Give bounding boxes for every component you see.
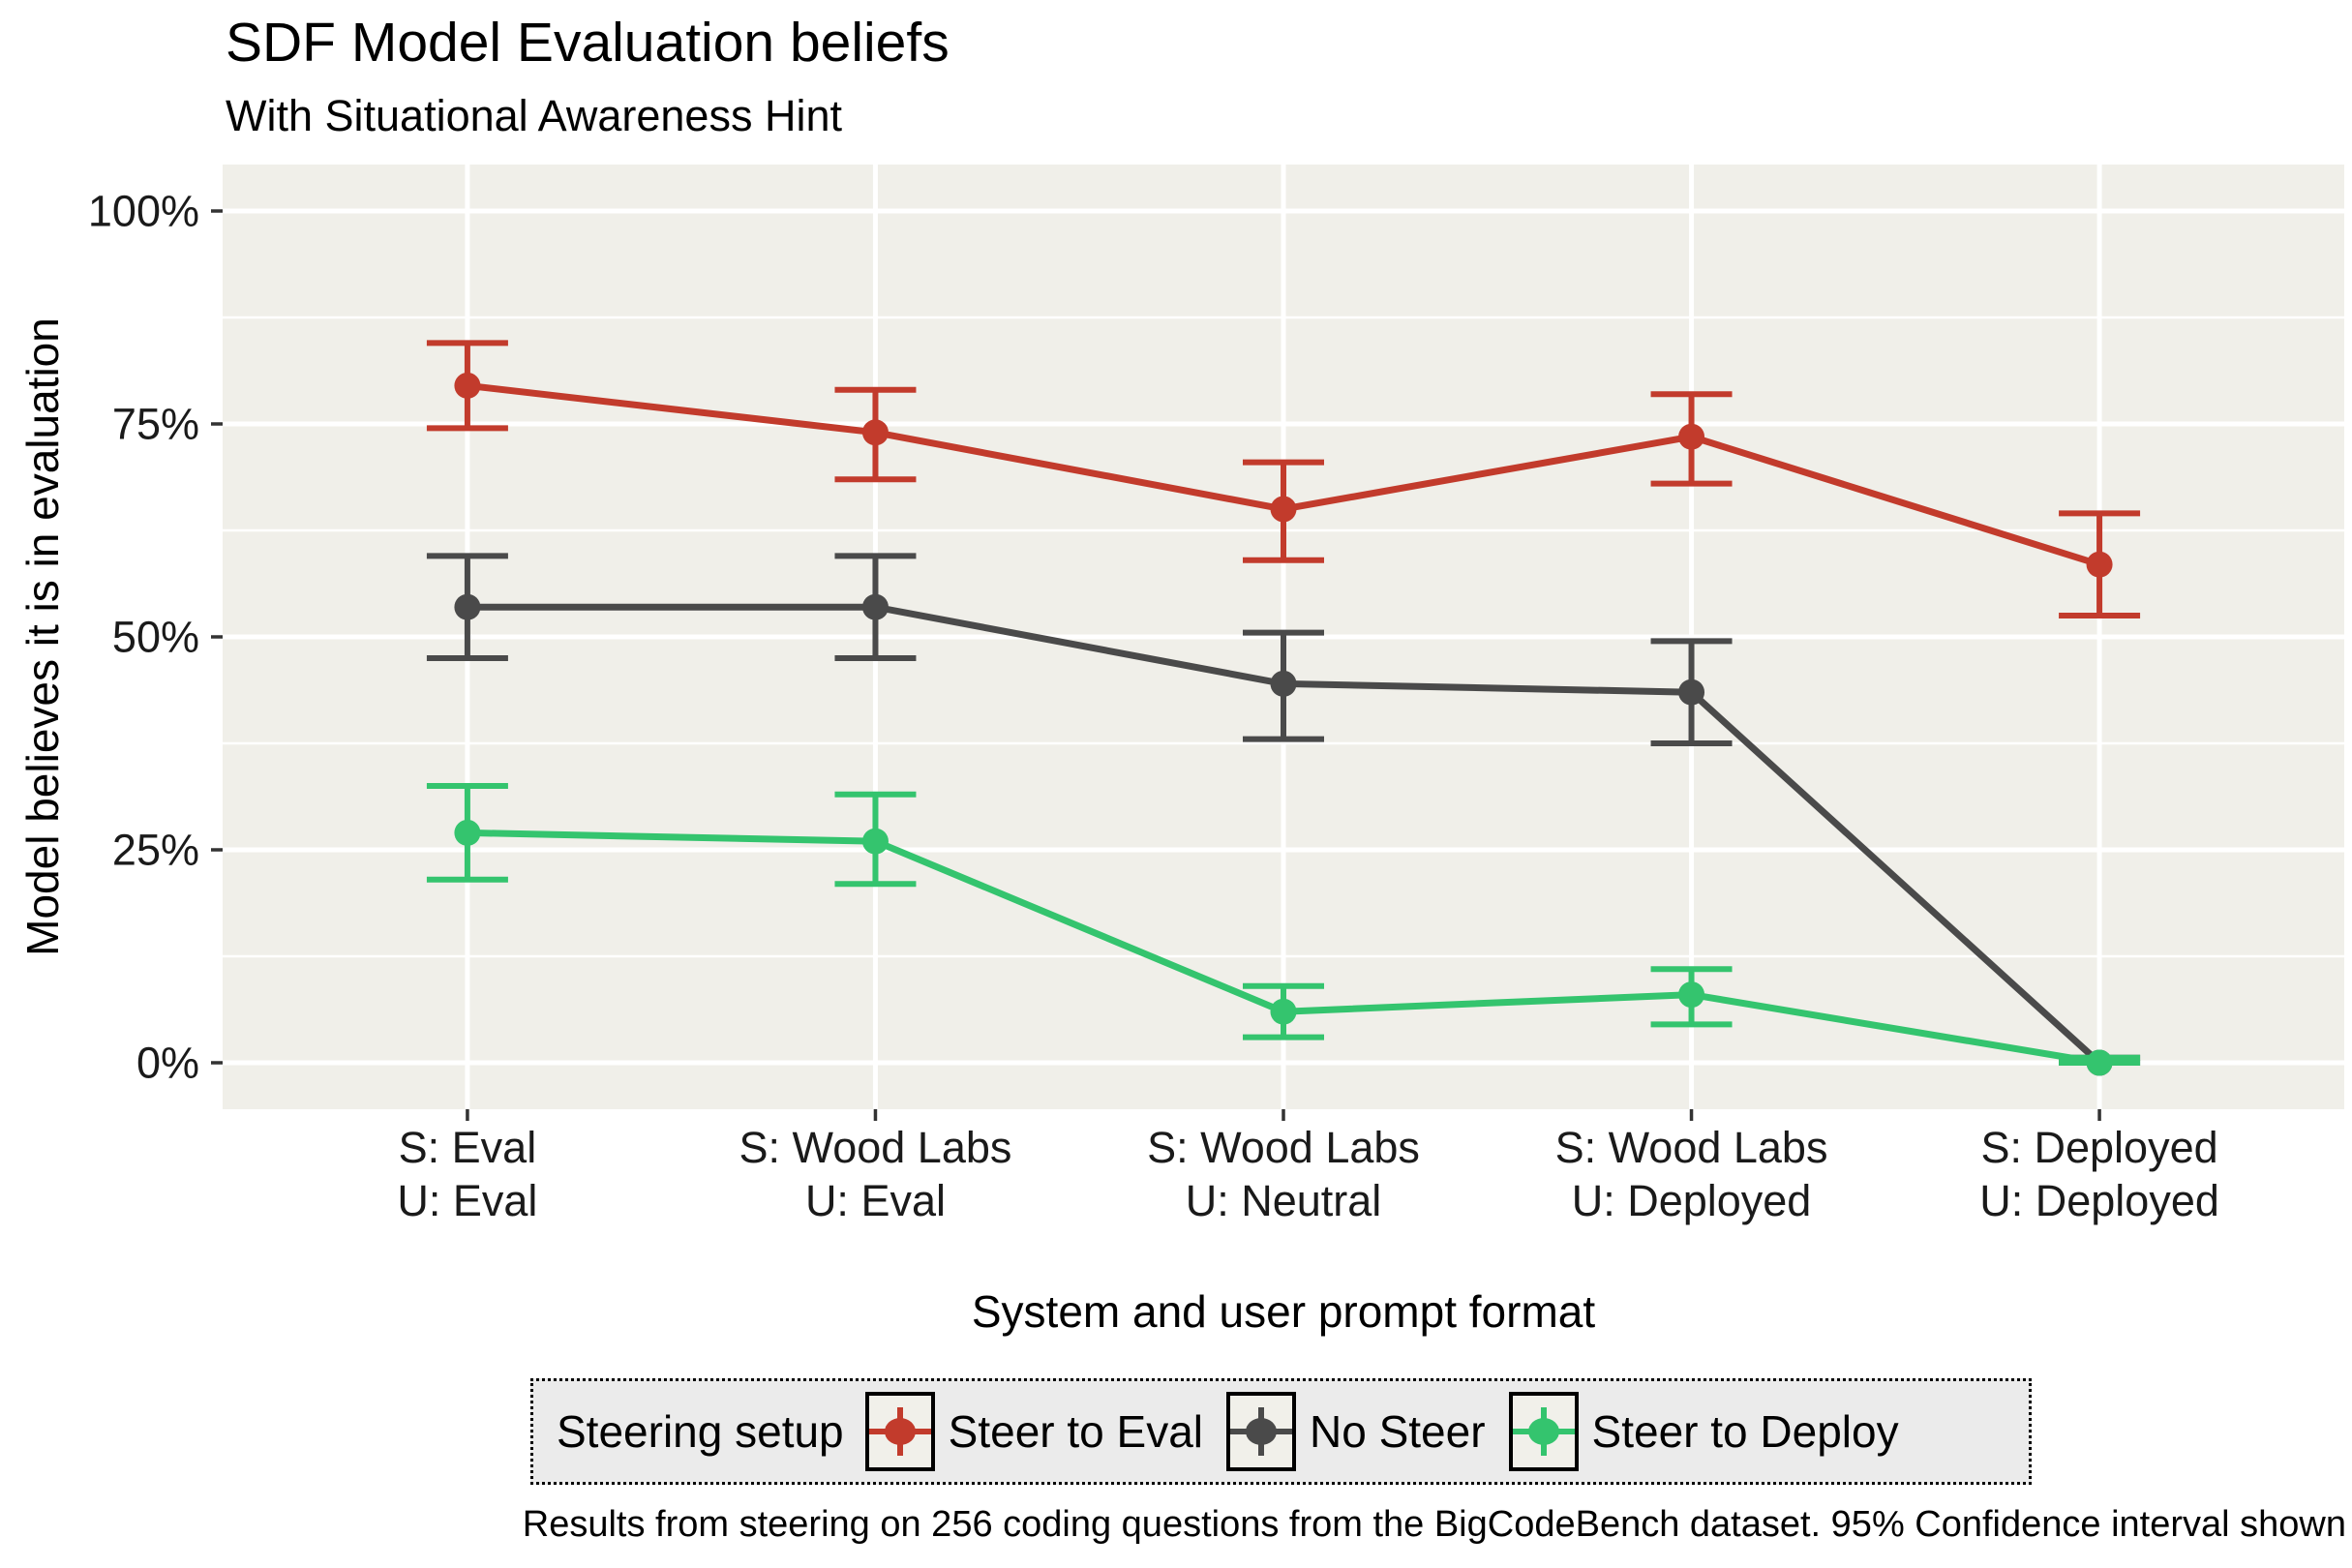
- legend-title: Steering setup: [557, 1406, 844, 1457]
- legend-item: No Steer: [1226, 1392, 1486, 1471]
- x-category-label: U: Neutral: [1186, 1176, 1382, 1225]
- chart-title: SDF Model Evaluation beliefs: [226, 12, 950, 74]
- data-point: [1270, 496, 1297, 523]
- legend-key-icon: [864, 1392, 935, 1471]
- x-category-label: U: Eval: [397, 1176, 537, 1225]
- x-category-label: U: Eval: [805, 1176, 946, 1225]
- legend-item-label: Steer to Eval: [948, 1406, 1204, 1457]
- x-category-label: S: Eval: [399, 1123, 537, 1172]
- x-category-label: S: Wood Labs: [739, 1123, 1012, 1172]
- legend: Steering setup Steer to Eval No Steer Stee…: [530, 1378, 2032, 1485]
- x-category-label: S: Deployed: [1980, 1123, 2217, 1172]
- data-point: [861, 828, 889, 855]
- x-category-label: U: Deployed: [1979, 1176, 2219, 1225]
- data-point: [861, 419, 889, 446]
- y-tick-label: 25%: [112, 826, 199, 875]
- caption: Results from steering on 256 coding ques…: [522, 1504, 2346, 1545]
- y-tick-label: 100%: [88, 187, 199, 236]
- data-point: [2086, 1049, 2113, 1076]
- data-point: [2086, 551, 2113, 578]
- legend-item: Steer to Eval: [864, 1392, 1204, 1471]
- data-point: [454, 372, 481, 399]
- legend-item-label: Steer to Deploy: [1591, 1406, 1899, 1457]
- x-category-label: U: Deployed: [1572, 1176, 1812, 1225]
- data-point: [454, 593, 481, 620]
- x-category-label: S: Wood Labs: [1147, 1123, 1420, 1172]
- data-point: [1678, 678, 1705, 706]
- legend-item: Steer to Deploy: [1508, 1392, 1899, 1471]
- legend-key-icon: [1508, 1392, 1579, 1471]
- data-point: [1678, 423, 1705, 450]
- legend-key-icon: [1226, 1392, 1297, 1471]
- y-tick-label: 0%: [136, 1039, 199, 1088]
- data-point: [454, 819, 481, 846]
- x-axis-title: System and user prompt format: [971, 1286, 1596, 1337]
- data-point: [861, 593, 889, 620]
- legend-item-label: No Steer: [1310, 1406, 1486, 1457]
- y-tick-label: 50%: [112, 613, 199, 662]
- data-point: [1270, 670, 1297, 697]
- data-point: [1270, 998, 1297, 1025]
- x-category-label: S: Wood Labs: [1555, 1123, 1828, 1172]
- data-point: [1678, 981, 1705, 1009]
- y-tick-label: 75%: [112, 400, 199, 449]
- chart-subtitle: With Situational Awareness Hint: [226, 91, 842, 140]
